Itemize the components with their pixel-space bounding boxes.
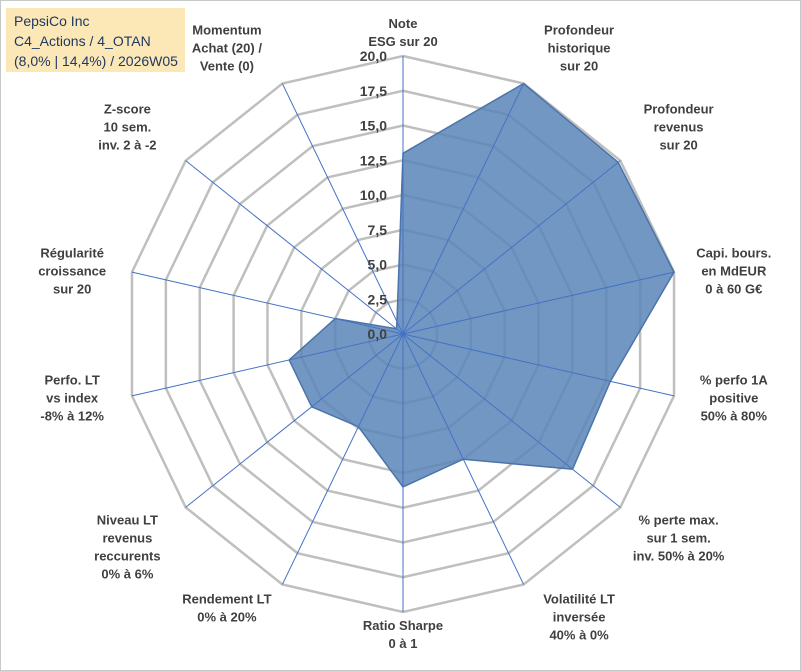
axis-label: % perte max. sur 1 sem. inv. 50% à 20% (633, 512, 725, 563)
axis-label: Profondeur revenus sur 20 (644, 102, 714, 153)
axis-label: Régularité croissance sur 20 (38, 245, 106, 296)
tick-label: 10,0 (360, 187, 387, 203)
axis-label: Rendement LT 0% à 20% (182, 592, 271, 625)
tick-label: 17,5 (360, 83, 387, 99)
axis-spoke (281, 333, 404, 585)
axis-label: Niveau LT revenus reccurents 0% à 6% (94, 512, 160, 581)
chart-title-box: PepsiCo Inc C4_Actions / 4_OTAN (8,0% | … (6, 8, 185, 72)
axis-label: Perfo. LT vs index -8% à 12% (40, 373, 104, 424)
radar-axes (131, 56, 675, 612)
tick-label: 0,0 (368, 326, 388, 342)
axis-spoke (185, 160, 404, 335)
portfolio-category: C4_Actions / 4_OTAN (14, 33, 151, 49)
axis-spoke (402, 83, 525, 335)
tick-label: 12,5 (360, 152, 387, 168)
axis-spoke (402, 333, 675, 397)
axis-spoke (402, 333, 525, 585)
axis-label: Profondeur historique sur 20 (544, 22, 614, 73)
axis-label: Volatilité LT inversée 40% à 0% (543, 592, 615, 643)
axis-label: Note ESG sur 20 (368, 16, 437, 49)
axis-label: Z-score 10 sem. inv. 2 à -2 (98, 102, 156, 153)
company-name: PepsiCo Inc (14, 13, 90, 29)
tick-label: 20,0 (360, 48, 387, 64)
tick-label: 7,5 (368, 222, 388, 238)
axis-label: Momentum Achat (20) / Vente (0) (192, 22, 262, 73)
axis-label: Ratio Sharpe 0 à 1 (363, 618, 443, 651)
axis-spoke (281, 83, 404, 335)
axis-label: Capi. bours. en MdEUR 0 à 60 G€ (696, 245, 771, 296)
axis-spoke (131, 333, 404, 397)
axis-spoke (185, 333, 404, 508)
tick-label: 2,5 (368, 291, 388, 307)
radar-axis-labels: Note ESG sur 20 Profondeur historique sur 20… (38, 16, 771, 651)
performance-period: (8,0% | 14,4%) / 2026W05 (14, 53, 178, 69)
axis-spoke (131, 271, 404, 335)
axis-spoke (402, 333, 621, 508)
axis-label: % perfo 1A positive 50% à 80% (700, 373, 769, 424)
axis-spoke (402, 271, 675, 335)
axis-spoke (402, 160, 621, 335)
radar-tick-labels: 0,0 2,5 5,0 7,5 10,0 12,5 15,0 17,5 20,0 (360, 48, 387, 342)
tick-label: 5,0 (368, 257, 388, 273)
tick-label: 15,0 (360, 118, 387, 134)
